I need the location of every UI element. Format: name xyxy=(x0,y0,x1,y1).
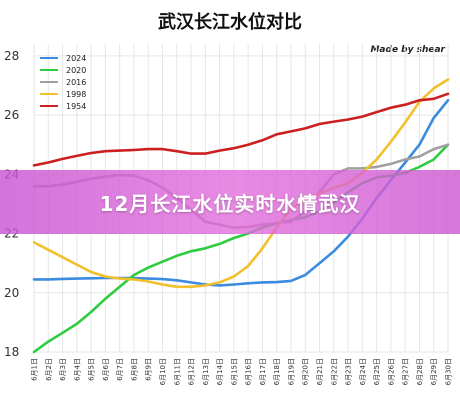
x-tick-label: 6月22日 xyxy=(330,358,338,385)
y-tick-label: 20 xyxy=(4,286,19,300)
x-tick-label: 6月6日 xyxy=(102,358,110,381)
x-tick-label: 6月23日 xyxy=(345,358,353,385)
legend-label: 1954 xyxy=(66,102,86,111)
legend-label: 2024 xyxy=(66,54,86,63)
x-tick-label: 6月17日 xyxy=(259,358,267,385)
x-tick-label: 6月28日 xyxy=(416,358,424,385)
legend-label: 1998 xyxy=(66,90,86,99)
chart-credit: Made by shear xyxy=(370,45,445,55)
legend-label: 2016 xyxy=(66,78,86,87)
x-tick-label: 6月25日 xyxy=(373,358,381,385)
x-tick-label: 6月30日 xyxy=(445,358,453,385)
x-axis: 6月1日 6月2日 6月3日 6月4日 6月5日 6月6日 6月7日 6月8日 6月9日 6月10… xyxy=(31,358,453,385)
x-tick-label: 6月8日 xyxy=(130,358,138,381)
x-tick-label: 6月5日 xyxy=(88,358,96,381)
x-tick-label: 6月19日 xyxy=(287,358,295,385)
x-tick-label: 6月12日 xyxy=(188,358,196,385)
x-tick-label: 6月10日 xyxy=(159,358,167,385)
x-tick-label: 6月16日 xyxy=(245,358,253,385)
x-tick-label: 6月1日 xyxy=(31,358,39,381)
x-tick-label: 6月15日 xyxy=(230,358,238,385)
legend: 2024 2020 2016 1998 1954 xyxy=(40,54,86,111)
x-tick-label: 6月4日 xyxy=(73,358,81,381)
legend-label: 2020 xyxy=(66,66,86,75)
y-tick-label: 28 xyxy=(4,49,19,63)
x-tick-label: 6月7日 xyxy=(116,358,124,381)
y-tick-label: 18 xyxy=(4,345,19,359)
x-tick-label: 6月24日 xyxy=(359,358,367,385)
y-tick-label: 26 xyxy=(4,108,19,122)
x-tick-label: 6月29日 xyxy=(430,358,438,385)
x-tick-label: 6月13日 xyxy=(202,358,210,385)
x-tick-label: 6月2日 xyxy=(45,358,53,381)
x-tick-label: 6月14日 xyxy=(216,358,224,385)
x-tick-label: 6月26日 xyxy=(387,358,395,385)
series-line-1954 xyxy=(32,92,450,167)
x-tick-label: 6月27日 xyxy=(402,358,410,385)
x-tick-label: 6月18日 xyxy=(273,358,281,385)
x-tick-label: 6月20日 xyxy=(302,358,310,385)
x-tick-label: 6月11日 xyxy=(173,358,181,385)
x-tick-label: 6月9日 xyxy=(145,358,153,381)
banner-title: 12月长江水位实时水情武汉 xyxy=(99,191,361,216)
series-line-1998 xyxy=(32,78,450,289)
x-tick-label: 6月3日 xyxy=(59,358,67,381)
chart-title: 武汉长江水位对比 xyxy=(158,11,302,33)
x-tick-label: 6月21日 xyxy=(316,358,324,385)
y-axis: 182022242628 xyxy=(4,49,19,359)
title-banner: 12月长江水位实时水情武汉 xyxy=(0,170,460,234)
